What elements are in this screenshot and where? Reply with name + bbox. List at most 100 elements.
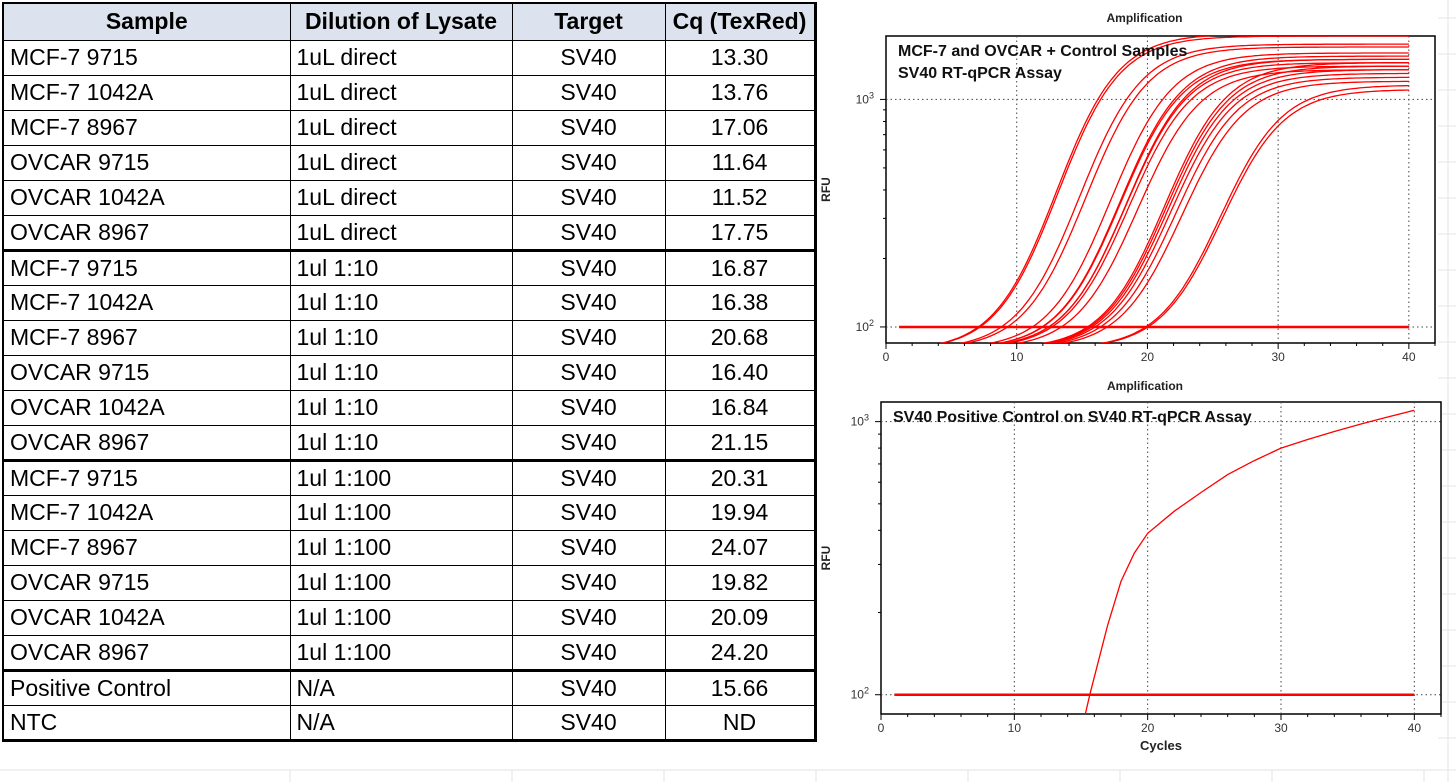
- table-header-row: Sample Dilution of Lysate Target Cq (Tex…: [2, 2, 817, 41]
- y-tick-exponent: 3: [869, 90, 874, 100]
- cell-target: SV40: [511, 354, 666, 391]
- cell-target: SV40: [511, 634, 666, 671]
- x-tick-label: 20: [1141, 350, 1155, 364]
- x-tick-label: 10: [1008, 721, 1022, 735]
- y-tick-base: 10: [856, 320, 870, 334]
- chart-annotation: SV40 RT-qPCR Assay: [898, 65, 1062, 82]
- cell-sample: NTC: [2, 704, 291, 742]
- cq-results-table: Sample Dilution of Lysate Target Cq (Tex…: [2, 2, 817, 742]
- cell-target: SV40: [511, 39, 666, 76]
- header-cq: Cq (TexRed): [664, 2, 817, 41]
- cell-target: SV40: [511, 564, 666, 601]
- y-tick-base: 10: [851, 415, 865, 429]
- cell-sample: MCF-7 9715: [2, 39, 291, 76]
- cell-target: SV40: [511, 389, 666, 426]
- x-tick-label: 0: [883, 350, 890, 364]
- chart-annotation: SV40 Positive Control on SV40 RT-qPCR As…: [893, 409, 1252, 426]
- plot-frame: [880, 401, 1442, 715]
- cell-sample: MCF-7 1042A: [2, 494, 291, 531]
- cell-cq: 16.87: [664, 248, 817, 286]
- cell-dilution: 1ul 1:10: [289, 389, 513, 426]
- cell-target: SV40: [511, 599, 666, 636]
- cell-sample: MCF-7 8967: [2, 529, 291, 566]
- cell-sample: MCF-7 1042A: [2, 284, 291, 321]
- x-tick-label: 20: [1141, 721, 1155, 735]
- cell-dilution: 1ul 1:10: [289, 284, 513, 321]
- cell-dilution: 1ul 1:100: [289, 529, 513, 566]
- table-row: OVCAR 8967 1ul 1:100 SV40 24.20: [2, 634, 817, 671]
- cell-sample: MCF-7 9715: [2, 248, 291, 286]
- cell-cq: 13.30: [664, 39, 817, 76]
- cell-cq: 24.20: [664, 634, 817, 671]
- cell-target: SV40: [511, 144, 666, 181]
- cell-target: SV40: [511, 179, 666, 216]
- cell-target: SV40: [511, 668, 666, 706]
- table-row: MCF-7 1042A 1ul 1:100 SV40 19.94: [2, 494, 817, 531]
- amplification-curve: [1101, 89, 1409, 343]
- table-row: Positive Control N/A SV40 15.66: [2, 668, 817, 706]
- cell-sample: OVCAR 1042A: [2, 599, 291, 636]
- cell-dilution: 1ul 1:10: [289, 424, 513, 461]
- cell-cq: 17.75: [664, 214, 817, 251]
- cell-cq: 19.82: [664, 564, 817, 601]
- cell-cq: 17.06: [664, 109, 817, 146]
- table-row: OVCAR 8967 1uL direct SV40 17.75: [2, 214, 817, 251]
- cell-target: SV40: [511, 248, 666, 286]
- cell-dilution: 1ul 1:100: [289, 599, 513, 636]
- y-tick-label: 103: [851, 413, 869, 429]
- cell-target: SV40: [511, 74, 666, 111]
- amplification-curve: [1041, 62, 1409, 343]
- cell-sample: MCF-7 1042A: [2, 74, 291, 111]
- table-row: OVCAR 1042A 1ul 1:100 SV40 20.09: [2, 599, 817, 636]
- cell-sample: MCF-7 8967: [2, 109, 291, 146]
- amplification-curve: [1099, 84, 1409, 343]
- cell-cq: 11.64: [664, 144, 817, 181]
- table-row: OVCAR 9715 1ul 1:100 SV40 19.82: [2, 564, 817, 601]
- y-axis-label: RFU: [819, 546, 833, 571]
- cell-cq: 24.07: [664, 529, 817, 566]
- cell-dilution: 1ul 1:100: [289, 494, 513, 531]
- cell-sample: OVCAR 9715: [2, 564, 291, 601]
- amplification-curve: [1006, 65, 1409, 343]
- cell-cq: ND: [664, 704, 817, 742]
- plot-area: [899, 36, 1409, 343]
- amplification-curve: [1061, 80, 1409, 343]
- cell-sample: MCF-7 8967: [2, 319, 291, 356]
- table-row: OVCAR 1042A 1ul 1:10 SV40 16.84: [2, 389, 817, 426]
- cell-dilution: N/A: [289, 668, 513, 706]
- y-tick-label: 103: [856, 90, 874, 106]
- amplification-curve: [987, 52, 1409, 343]
- y-tick-base: 10: [856, 92, 870, 106]
- plot-frame: [885, 35, 1436, 344]
- table-body: MCF-7 9715 1uL direct SV40 13.30 MCF-7 1042A…: [2, 39, 817, 742]
- amplification-curve: [959, 43, 1409, 343]
- table-row: MCF-7 9715 1uL direct SV40 13.30: [2, 39, 817, 76]
- cell-target: SV40: [511, 704, 666, 742]
- chart-title: Amplification: [1107, 379, 1183, 393]
- cell-cq: 20.31: [664, 458, 817, 496]
- cell-cq: 16.38: [664, 284, 817, 321]
- cell-dilution: 1uL direct: [289, 144, 513, 181]
- table-row: NTC N/A SV40 ND: [2, 704, 817, 742]
- cell-sample: OVCAR 1042A: [2, 179, 291, 216]
- cell-sample: MCF-7 9715: [2, 458, 291, 496]
- cell-dilution: 1uL direct: [289, 109, 513, 146]
- cell-cq: 15.66: [664, 668, 817, 706]
- amplification-curve: [1045, 69, 1409, 343]
- table-row: MCF-7 9715 1ul 1:100 SV40 20.31: [2, 458, 817, 496]
- cell-target: SV40: [511, 214, 666, 251]
- cell-target: SV40: [511, 109, 666, 146]
- table-row: MCF-7 8967 1ul 1:10 SV40 20.68: [2, 319, 817, 356]
- cell-cq: 11.52: [664, 179, 817, 216]
- cell-sample: OVCAR 8967: [2, 424, 291, 461]
- y-axis-label: RFU: [819, 177, 833, 202]
- amplification-curve: [1084, 409, 1415, 714]
- cell-dilution: 1uL direct: [289, 74, 513, 111]
- cell-dilution: 1uL direct: [289, 179, 513, 216]
- y-tick-label: 102: [856, 318, 874, 334]
- amplification-curve: [1049, 72, 1409, 343]
- table-row: OVCAR 1042A 1uL direct SV40 11.52: [2, 179, 817, 216]
